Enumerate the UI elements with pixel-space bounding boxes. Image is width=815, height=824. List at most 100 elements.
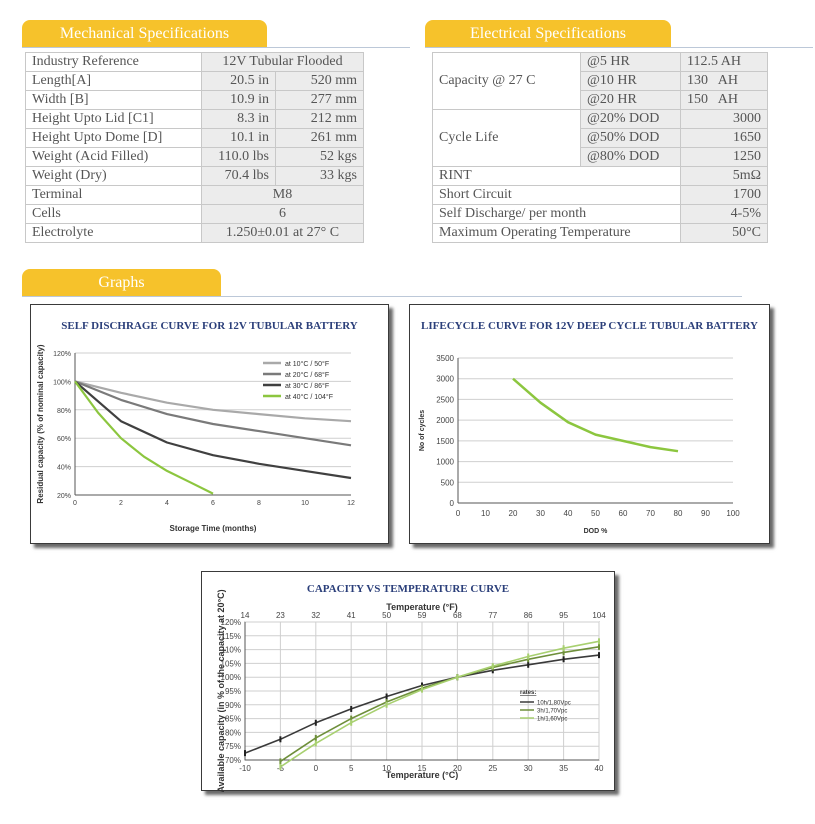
- mechanical-header: Mechanical Specifications: [22, 20, 267, 48]
- x2-tick-label: 32: [311, 611, 320, 620]
- self-discharge-chart: 20% 40% 60% 80% 100% 120% 0 2 4 6 8 10 12 Storage Tim…: [36, 344, 355, 533]
- data-point: [598, 643, 600, 650]
- x2-axis-label: Temperature (°F): [386, 602, 457, 612]
- table-row: Weight (Dry) 70.4 lbs 33 kgs: [25, 166, 364, 186]
- x2-tick-label: 14: [241, 611, 250, 620]
- y-tick-label: 95%: [225, 687, 241, 696]
- x2-tick-label: 41: [347, 611, 356, 620]
- data-point: [421, 686, 423, 693]
- y-tick-label: 100%: [221, 673, 241, 682]
- table-row: Self Discharge/ per month 4-5%: [432, 204, 768, 224]
- table-row: Maximum Operating Temperature 50°C: [432, 223, 768, 243]
- data-point: [562, 649, 565, 656]
- y-axis-label: Available capacity (in % of the capacity…: [216, 589, 226, 792]
- y-tick-label: 100%: [53, 379, 71, 386]
- data-point: [279, 758, 282, 765]
- y-tick-label: 120%: [53, 351, 71, 358]
- table-row: Weight (Acid Filled) 110.0 lbs 52 kgs: [25, 147, 364, 167]
- x-tick-label: 100: [726, 509, 740, 518]
- table-row: @10 HR 130 AH: [433, 71, 768, 91]
- x2-tick-label: 68: [453, 611, 462, 620]
- y-tick-label: 0: [450, 499, 455, 508]
- x-tick-label: 40: [564, 509, 573, 518]
- y-tick-label: 60%: [57, 436, 71, 443]
- x-tick-label: 0: [314, 764, 319, 773]
- y-tick-label: 70%: [225, 756, 241, 765]
- x-tick-label: 4: [165, 500, 169, 507]
- data-point: [598, 638, 600, 645]
- x-tick-label: 5: [349, 764, 354, 773]
- data-point: [385, 693, 388, 700]
- lifecycle-chart-panel: LIFECYCLE CURVE FOR 12V DEEP CYCLE TUBUL…: [409, 304, 770, 544]
- electrical-header-rule: [425, 47, 813, 48]
- y-tick-label: 2500: [436, 395, 454, 404]
- x-tick-label: 15: [418, 764, 427, 773]
- data-point: [314, 734, 317, 741]
- electrical-header: Electrical Specifications: [425, 20, 671, 48]
- data-point: [527, 653, 530, 660]
- y-tick-label: 1000: [436, 458, 454, 467]
- plot-area: [458, 358, 733, 503]
- x-tick-label: 10: [382, 764, 391, 773]
- x-tick-label: 6: [211, 500, 215, 507]
- table-row: Height Upto Lid [C1] 8.3 in 212 mm: [25, 109, 364, 129]
- y-tick-label: 3500: [436, 354, 454, 363]
- data-point: [385, 701, 388, 708]
- table-row: Electrolyte 1.250±0.01 at 27° C: [25, 223, 364, 243]
- data-point: [350, 715, 353, 722]
- x2-tick-label: 86: [524, 611, 533, 620]
- x-axis-label: Storage Time (months): [170, 524, 257, 533]
- x2-tick-label: 50: [382, 611, 391, 620]
- x-tick-label: 90: [701, 509, 710, 518]
- x-tick-label: 30: [536, 509, 545, 518]
- x-tick-label: -10: [239, 764, 251, 773]
- y-tick-label: 2000: [436, 416, 454, 425]
- y-tick-label: 1500: [436, 437, 454, 446]
- x-tick-label: 70: [646, 509, 655, 518]
- electrical-table: Capacity @ 27 C @5 HR 112.5 AH @10 HR 130 A…: [432, 52, 768, 243]
- graphs-header-rule: [22, 296, 742, 297]
- mechanical-header-rule: [22, 47, 410, 48]
- series-line: [74, 380, 352, 447]
- y-tick-label: 110%: [221, 646, 241, 655]
- table-row: @50% DOD 1650: [433, 128, 768, 148]
- y-tick-label: 85%: [225, 715, 241, 724]
- table-row: Cells 6: [25, 204, 364, 224]
- table-row: RINT 5mΩ: [432, 166, 768, 186]
- y-tick-label: 90%: [225, 701, 241, 710]
- capacity-temperature-chart-panel: CAPACITY VS TEMPERATURE CURVE 70% 75% 80% 8…: [201, 571, 615, 792]
- chart-title: SELF DISCHRAGE CURVE FOR 12V TUBULAR BAT…: [61, 320, 358, 332]
- table-row: Width [B] 10.9 in 277 mm: [25, 90, 364, 110]
- data-point: [279, 763, 282, 770]
- data-point: [527, 661, 530, 668]
- y-tick-label: 500: [441, 478, 455, 487]
- table-row: Height Upto Dome [D] 10.1 in 261 mm: [25, 128, 364, 148]
- y-tick-label: 20%: [57, 493, 71, 500]
- x2-tick-label: 95: [559, 611, 568, 620]
- chart-title: LIFECYCLE CURVE FOR 12V DEEP CYCLE TUBUL…: [421, 320, 758, 332]
- y-tick-label: 120%: [221, 618, 241, 627]
- x-axis-label: Temperature (°C): [386, 770, 458, 780]
- data-point: [456, 674, 459, 681]
- table-row: Industry Reference 12V Tubular Flooded: [25, 52, 364, 72]
- x-tick-label: 12: [347, 500, 355, 507]
- table-row: @80% DOD 1250: [433, 147, 768, 167]
- x2-tick-label: 23: [276, 611, 285, 620]
- table-row: Capacity @ 27 C @5 HR 112.5 AH: [432, 52, 768, 110]
- y-tick-label: 105%: [221, 659, 241, 668]
- series-line: [279, 640, 600, 768]
- legend-label: at 20°C / 68°F: [285, 371, 329, 379]
- x2-tick-label: 104: [592, 611, 606, 620]
- x-tick-label: 2: [119, 500, 123, 507]
- series-line: [74, 380, 352, 480]
- legend-title: rates:: [520, 690, 536, 696]
- x-tick-label: 25: [488, 764, 497, 773]
- chart-title: CAPACITY VS TEMPERATURE CURVE: [306, 583, 510, 595]
- legend-label: 3h/1,70Vpc: [537, 709, 567, 715]
- x-tick-label: 40: [595, 764, 604, 773]
- capacity-temperature-chart: 70% 75% 80% 85% 90% 95% 100% 105% 110% 115% 120% -1…: [216, 589, 606, 792]
- x-tick-label: 10: [481, 509, 490, 518]
- data-point: [244, 750, 246, 757]
- x-tick-label: 0: [456, 509, 461, 518]
- x-tick-label: 50: [591, 509, 600, 518]
